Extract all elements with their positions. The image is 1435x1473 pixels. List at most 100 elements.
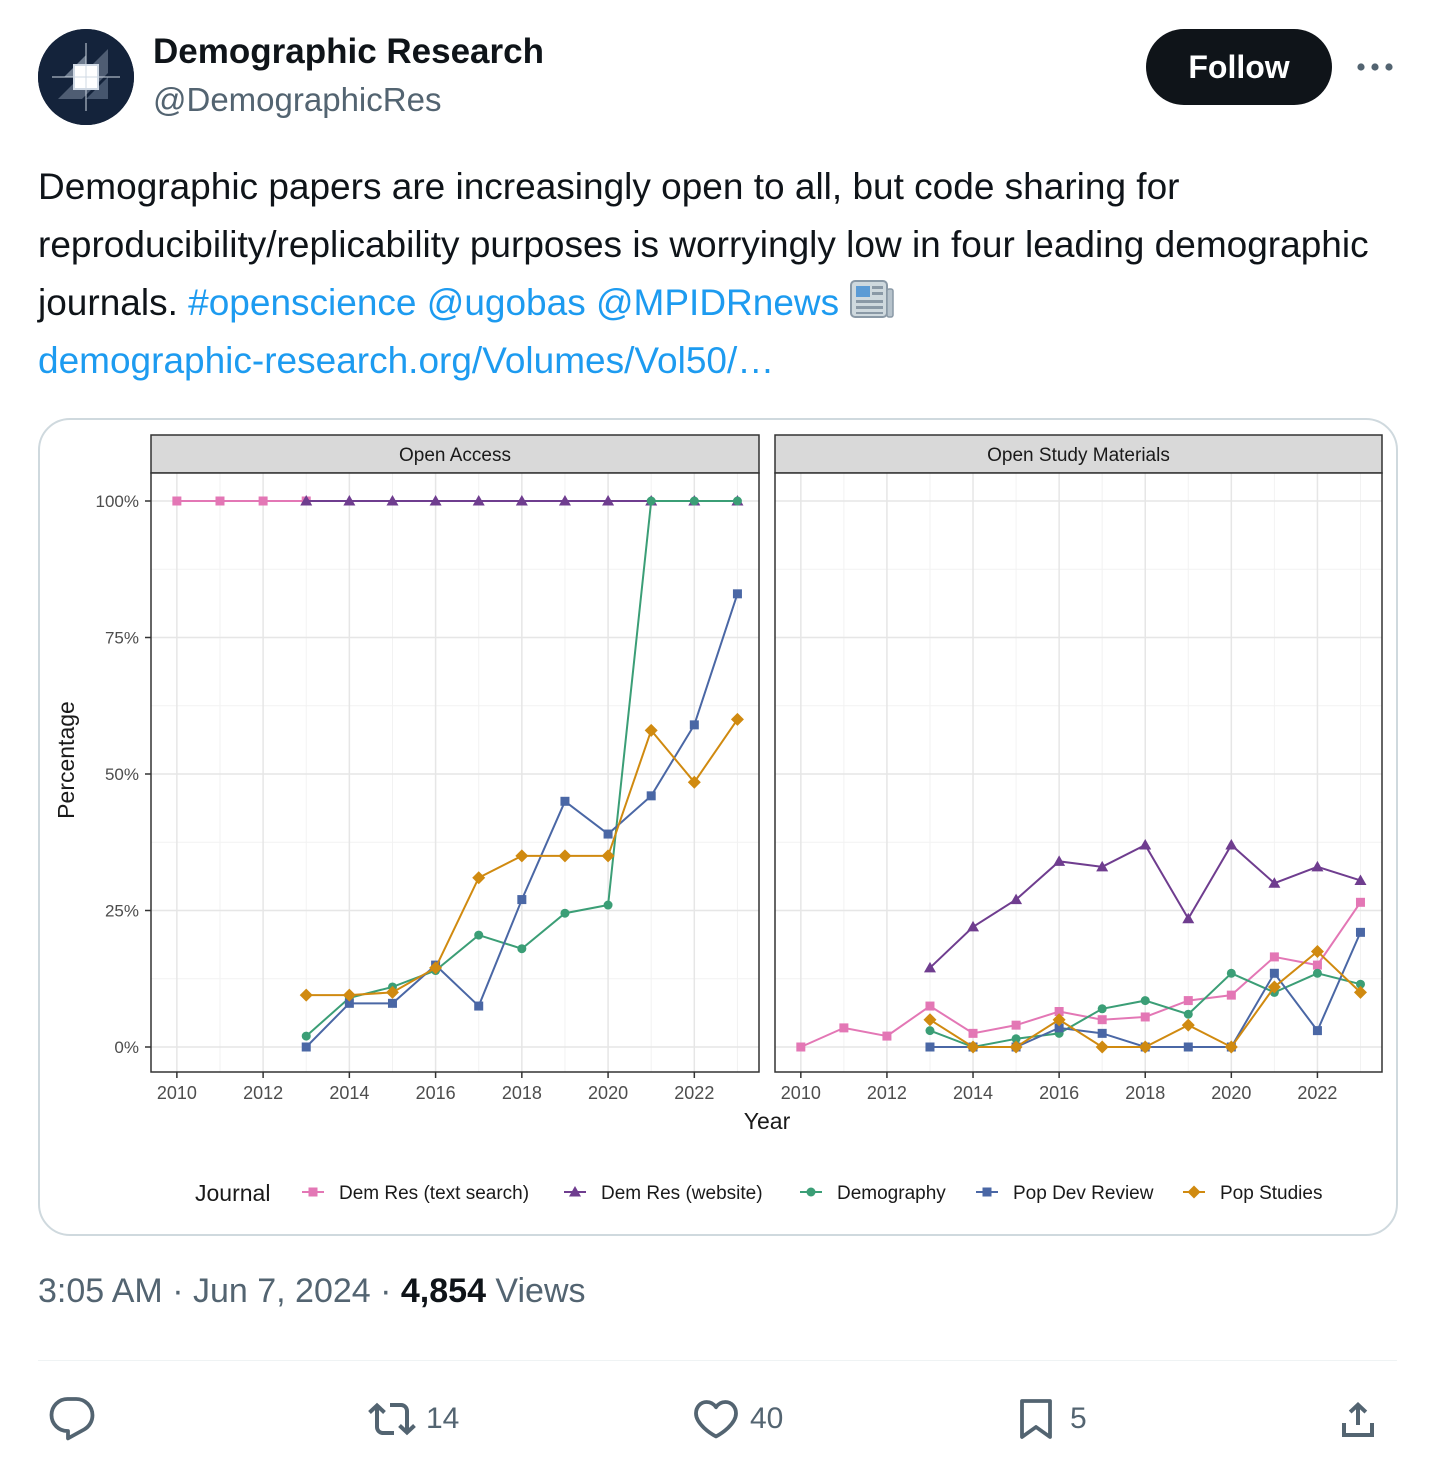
- data-point: [1226, 990, 1236, 1000]
- data-point: [968, 1028, 978, 1038]
- data-point: [1226, 968, 1236, 978]
- data-point: [882, 1031, 892, 1041]
- data-point: [839, 1023, 849, 1033]
- x-tick-label: 2022: [1297, 1083, 1337, 1103]
- more-options-button[interactable]: [1350, 44, 1400, 90]
- data-point: [923, 1013, 937, 1027]
- data-point: [560, 796, 570, 806]
- hashtag-link[interactable]: #openscience: [188, 282, 417, 323]
- plot-panel: [151, 473, 759, 1072]
- reply-button[interactable]: [48, 1392, 96, 1446]
- data-point: [1095, 1040, 1109, 1054]
- data-point: [646, 791, 656, 801]
- x-tick-label: 2020: [1211, 1083, 1251, 1103]
- panel-border: [150, 472, 760, 1073]
- data-point: [300, 495, 313, 506]
- data-point: [1009, 1040, 1023, 1054]
- article-link[interactable]: demographic-research.org/Volumes/Vol50/…: [38, 340, 775, 381]
- y-tick-label: 0%: [114, 1038, 139, 1057]
- data-point: [603, 829, 613, 839]
- share-button[interactable]: [1334, 1392, 1382, 1446]
- views-count: 4,854: [400, 1272, 486, 1310]
- data-point: [644, 723, 658, 737]
- data-point: [796, 1042, 806, 1052]
- data-point: [1355, 927, 1365, 937]
- data-point: [601, 849, 615, 863]
- data-point: [646, 496, 656, 506]
- x-tick-label: 2016: [1039, 1083, 1079, 1103]
- data-point: [730, 712, 744, 726]
- data-point: [301, 1031, 311, 1041]
- data-point: [1267, 980, 1281, 994]
- panel-border: [774, 472, 1383, 1073]
- separator: ·: [162, 1272, 193, 1310]
- data-point: [1053, 855, 1066, 866]
- mention-link[interactable]: @MPIDRnews: [596, 282, 840, 323]
- legend-key-marker: [1187, 1185, 1201, 1199]
- journal-logo-icon: [38, 29, 134, 125]
- data-point: [1138, 1040, 1152, 1054]
- data-point: [215, 496, 225, 506]
- data-point: [1353, 985, 1367, 999]
- legend-key-marker: [806, 1187, 816, 1197]
- data-point: [472, 871, 486, 885]
- facet-title: Open Access: [399, 445, 511, 466]
- data-point: [1269, 952, 1279, 962]
- x-tick-label: 2022: [674, 1083, 714, 1103]
- data-point: [258, 496, 268, 506]
- follow-button[interactable]: Follow: [1146, 29, 1332, 105]
- x-tick-label: 2014: [953, 1083, 993, 1103]
- data-point: [517, 944, 527, 954]
- data-point: [517, 895, 527, 905]
- data-point: [1311, 860, 1324, 872]
- data-point: [1097, 1015, 1107, 1025]
- data-point: [923, 961, 936, 973]
- tweet-meta: 3:05 AM · Jun 7, 2024 · 4,854 Views: [38, 1272, 586, 1311]
- divider: [38, 1360, 1397, 1361]
- y-tick-label: 25%: [105, 902, 139, 921]
- legend-label: Pop Studies: [1220, 1183, 1322, 1204]
- data-point: [1011, 1034, 1021, 1044]
- data-point: [387, 998, 397, 1008]
- facet-line-chart: Open Access 2010 2012 2014 2016 2018 2020 2022 0…: [53, 434, 1383, 1206]
- legend-key-marker: [308, 1187, 318, 1197]
- bookmark-count: 5: [1070, 1402, 1087, 1435]
- data-point: [1312, 1026, 1322, 1036]
- data-point: [1355, 979, 1365, 989]
- x-tick-label: 2012: [243, 1083, 283, 1103]
- data-point: [299, 988, 313, 1002]
- bookmark-icon: [1020, 1399, 1052, 1439]
- data-point: [343, 495, 356, 506]
- data-point: [385, 985, 399, 999]
- mention-link[interactable]: @ugobas: [426, 282, 586, 323]
- data-point: [1140, 996, 1150, 1006]
- tweet-body: Demographic papers are increasingly open…: [38, 166, 1369, 323]
- heart-icon: [694, 1400, 738, 1439]
- data-point: [1181, 1018, 1195, 1032]
- author-handle[interactable]: @DemographicRes: [153, 81, 442, 118]
- data-point: [732, 589, 742, 599]
- legend-label: Pop Dev Review: [1013, 1183, 1154, 1204]
- share-icon: [1342, 1402, 1374, 1437]
- data-point: [1183, 1009, 1193, 1019]
- y-tick-label: 50%: [105, 765, 139, 784]
- data-point: [1310, 944, 1324, 958]
- legend-key-marker: [982, 1187, 992, 1197]
- data-point: [429, 495, 442, 506]
- data-point: [1355, 897, 1365, 907]
- bookmark-button[interactable]: 5: [1012, 1392, 1087, 1446]
- x-tick-label: 2020: [588, 1083, 628, 1103]
- like-button[interactable]: 40: [692, 1392, 783, 1446]
- retweet-count: 14: [426, 1402, 460, 1435]
- tweet-time[interactable]: 3:05 AM: [38, 1272, 163, 1310]
- chart-image-card[interactable]: Open Access 2010 2012 2014 2016 2018 2020 2022 0…: [38, 418, 1398, 1236]
- retweet-button[interactable]: 14: [368, 1392, 459, 1446]
- x-tick-label: 2012: [867, 1083, 907, 1103]
- data-point: [1054, 1023, 1064, 1033]
- data-point: [602, 495, 615, 506]
- ellipsis-icon: [1357, 63, 1393, 71]
- data-point: [687, 775, 701, 789]
- tweet-date[interactable]: Jun 7, 2024: [192, 1272, 371, 1310]
- author-name[interactable]: Demographic Research: [153, 32, 544, 71]
- avatar[interactable]: [38, 29, 134, 125]
